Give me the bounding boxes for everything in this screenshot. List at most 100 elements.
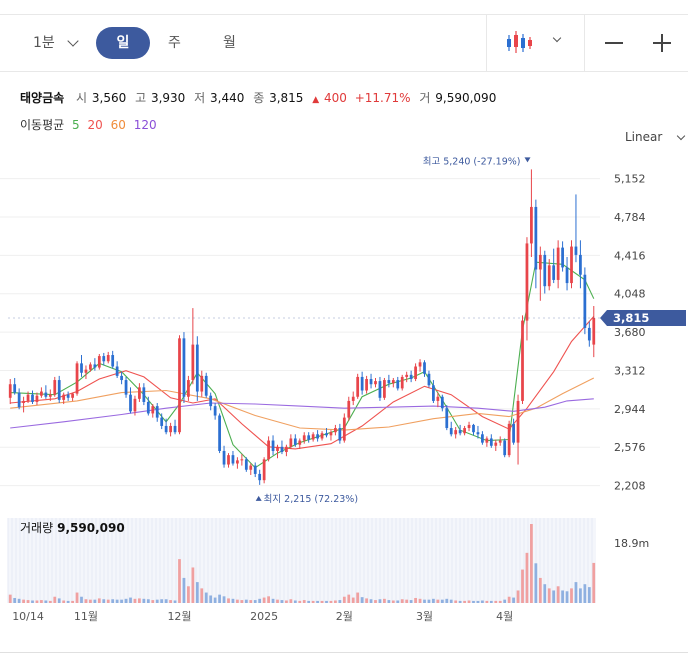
candle-body <box>44 392 48 397</box>
candle-body <box>329 432 333 436</box>
volume-bar <box>142 598 146 603</box>
candle-body <box>334 428 337 433</box>
volume-bar <box>512 597 515 603</box>
candle-body <box>93 364 97 368</box>
volume-panel-label: 거래량 <box>20 521 54 535</box>
candle-body <box>267 440 270 460</box>
candle-body <box>35 395 39 402</box>
y-tick-label: 3,680 <box>614 326 646 339</box>
volume-bar <box>498 600 502 603</box>
volume-bar <box>71 600 74 603</box>
scale-mode-select[interactable]: Linear <box>625 130 663 144</box>
candle-body <box>440 396 444 409</box>
volume-bar <box>534 563 538 603</box>
candle-body <box>102 356 106 362</box>
candle-body <box>476 432 480 435</box>
volume-bar <box>222 596 226 603</box>
y-tick-label: 5,152 <box>614 173 646 186</box>
candle-body <box>481 434 484 443</box>
volume-bar <box>365 598 368 603</box>
volume-bar <box>173 600 177 603</box>
volume-bar <box>178 559 181 603</box>
candle-body <box>320 433 324 439</box>
period-month-button[interactable]: 월 <box>223 35 236 51</box>
volume-bar <box>396 600 400 603</box>
volume-bar <box>89 599 92 603</box>
candle-body <box>530 206 533 244</box>
volume-bar <box>267 596 270 603</box>
volume-bar <box>472 600 475 603</box>
candle-body <box>124 380 128 395</box>
volume-bar <box>570 588 573 603</box>
volume-bar <box>40 600 43 603</box>
volume-bar <box>200 588 204 603</box>
volume-bar <box>227 598 230 603</box>
candle-body <box>227 455 230 465</box>
candle-body <box>423 362 426 374</box>
volume-bar <box>53 596 57 603</box>
volume-bar <box>115 599 119 603</box>
volume-bar <box>146 599 150 603</box>
x-tick-label: 12월 <box>167 610 191 623</box>
volume-bar <box>120 599 123 603</box>
candle-body <box>133 398 137 412</box>
volume-bar <box>35 600 39 603</box>
volume-bar <box>48 600 52 603</box>
candle-body <box>160 417 164 426</box>
candle-body <box>164 425 168 433</box>
candle-body <box>222 450 226 465</box>
volume-bar <box>565 591 569 603</box>
candle-body <box>400 376 404 389</box>
candle-body <box>169 425 172 433</box>
volume-bar <box>13 597 17 603</box>
volume-bar <box>80 596 83 603</box>
zoom-out-button[interactable] <box>605 42 623 44</box>
volume-bar <box>316 600 319 603</box>
period-day-button[interactable]: 일 <box>96 27 150 59</box>
candle-body <box>298 440 302 445</box>
volume-bar <box>44 600 48 603</box>
volume-axis-label: 18.9m <box>614 537 649 550</box>
volume-bar <box>8 594 12 603</box>
volume-bar <box>204 592 208 603</box>
volume-bar <box>507 596 511 603</box>
volume-bar <box>387 600 391 603</box>
candle-body <box>276 446 279 451</box>
candle-body <box>89 364 92 370</box>
volume-bar <box>289 599 293 603</box>
high-value: 3,930 <box>150 91 186 105</box>
zoom-in-button[interactable] <box>653 34 671 52</box>
change-value: 400 <box>324 91 347 105</box>
candle-body <box>587 327 591 341</box>
volume-bar <box>231 598 235 603</box>
period-minute-select[interactable]: 1분 <box>33 35 55 51</box>
candle-body <box>209 395 213 407</box>
volume-bar <box>481 600 484 603</box>
volume-bar <box>209 595 213 603</box>
period-week-button[interactable]: 주 <box>168 35 181 51</box>
candle-body <box>472 424 475 433</box>
volume-bar <box>160 599 164 603</box>
candle-body <box>138 387 141 399</box>
volume-bar <box>427 599 431 603</box>
candle-body <box>293 438 297 445</box>
volume-bar <box>445 598 449 603</box>
x-tick-label: 4월 <box>496 610 513 623</box>
candlestick-type-icon[interactable] <box>506 31 532 55</box>
candle-body <box>213 406 217 416</box>
x-tick-label: 11월 <box>74 610 98 623</box>
volume-bar <box>191 567 195 603</box>
ma-legend-label: 이동평균 <box>20 118 65 132</box>
candle-body <box>436 396 440 401</box>
volume-bar <box>449 599 453 603</box>
candle-body <box>106 355 110 362</box>
volume-bar <box>579 588 582 603</box>
volume-bar <box>164 599 168 603</box>
candle-body <box>146 401 150 414</box>
candle-body <box>547 265 551 287</box>
volume-bar <box>280 600 284 603</box>
bottom-divider <box>0 652 688 653</box>
volume-bar <box>409 600 413 603</box>
candle-body <box>66 394 70 398</box>
